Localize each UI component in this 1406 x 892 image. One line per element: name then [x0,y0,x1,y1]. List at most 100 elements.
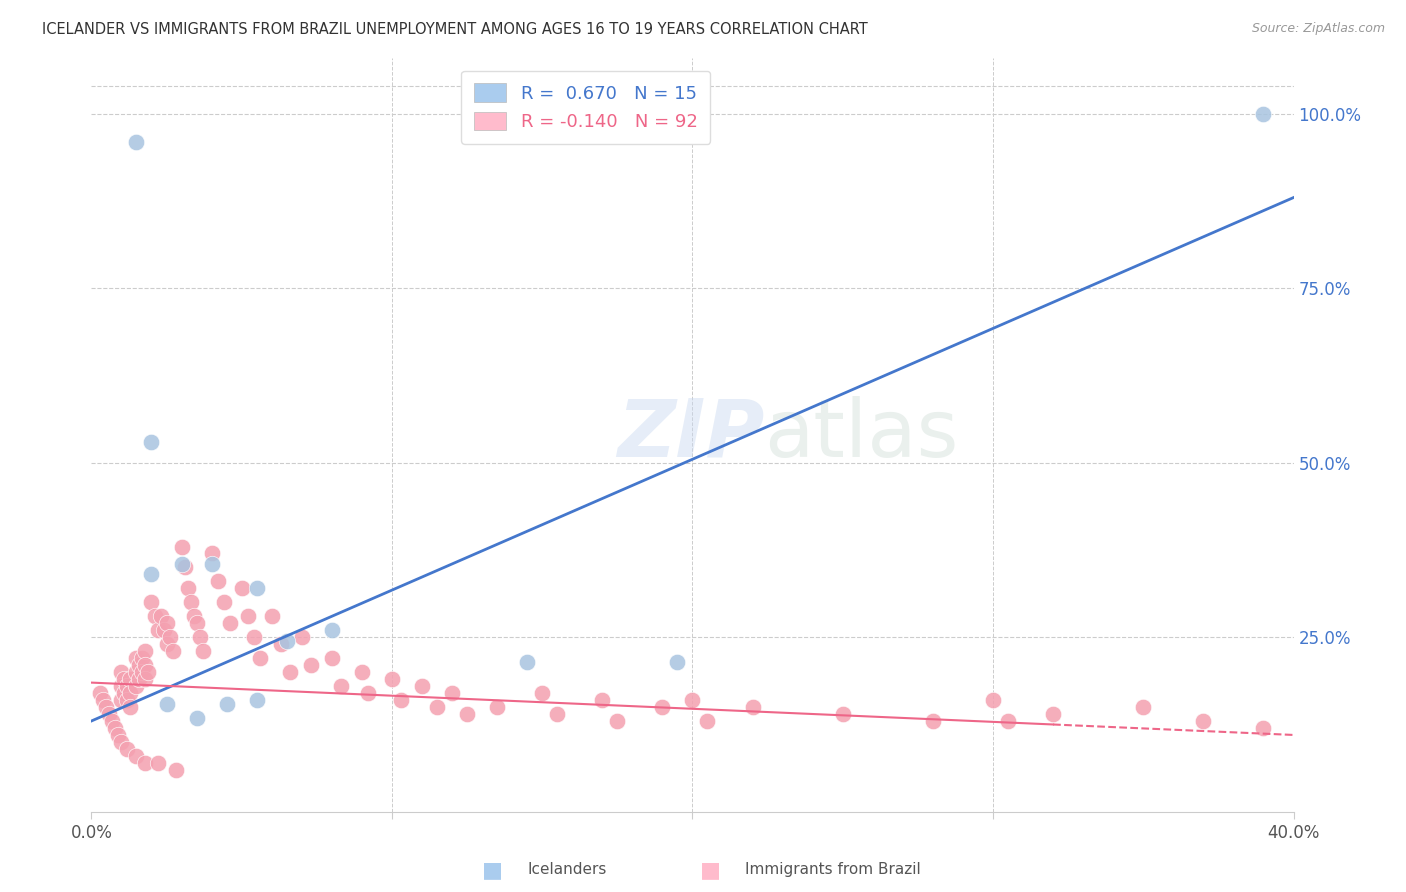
Text: ■: ■ [700,860,720,880]
Point [357,686,380,700]
Point [207,574,229,589]
Text: Source: ZipAtlas.com: Source: ZipAtlas.com [1251,22,1385,36]
Point [93,693,115,707]
Point [546,706,568,721]
Point [125,135,148,149]
Point [922,714,945,728]
Point [125,651,148,665]
Text: Immigrants from Brazil: Immigrants from Brazil [745,863,921,877]
Point [201,547,224,561]
Point [146,756,169,770]
Text: ICELANDER VS IMMIGRANTS FROM BRAZIL UNEMPLOYMENT AMONG AGES 16 TO 19 YEARS CORRE: ICELANDER VS IMMIGRANTS FROM BRAZIL UNEM… [42,22,868,37]
Point [107,728,129,742]
Point [321,651,343,665]
Point [666,655,689,669]
Point [98,706,121,721]
Point [606,714,628,728]
Point [236,609,259,624]
Point [426,700,449,714]
Point [246,582,269,596]
Point [186,710,208,724]
Point [110,665,132,680]
Point [155,637,177,651]
Point [246,693,269,707]
Point [299,658,322,673]
Point [165,763,187,777]
Point [134,658,156,673]
Point [141,567,163,582]
Point [997,714,1019,728]
Point [128,658,150,673]
Point [138,665,160,680]
Point [350,665,373,680]
Point [531,686,554,700]
Point [110,679,132,693]
Point [96,700,118,714]
Point [186,616,208,631]
Point [1253,107,1275,121]
Point [831,706,853,721]
Text: Icelanders: Icelanders [527,863,606,877]
Point [120,700,142,714]
Point [114,686,136,700]
Point [128,672,150,686]
Point [146,624,169,638]
Point [260,609,283,624]
Point [117,679,139,693]
Point [176,582,198,596]
Point [741,700,763,714]
Point [291,630,314,644]
Point [170,540,193,554]
Point [152,624,174,638]
Point [134,756,156,770]
Point [1132,700,1154,714]
Legend: R =  0.670   N = 15, R = -0.140   N = 92: R = 0.670 N = 15, R = -0.140 N = 92 [461,70,710,144]
Point [516,655,538,669]
Point [110,693,132,707]
Point [329,679,352,693]
Point [101,714,124,728]
Point [218,616,240,631]
Point [131,651,153,665]
Point [591,693,613,707]
Point [159,630,181,644]
Point [110,735,132,749]
Point [134,672,156,686]
Point [212,595,235,609]
Point [183,609,205,624]
Text: ZIP: ZIP [617,396,765,474]
Text: atlas: atlas [765,396,959,474]
Point [180,595,202,609]
Point [149,609,172,624]
Point [270,637,292,651]
Point [276,633,298,648]
Point [201,557,224,571]
Point [411,679,433,693]
Point [117,693,139,707]
Point [134,644,156,658]
Point [278,665,301,680]
Point [173,560,195,574]
Point [440,686,463,700]
Point [131,665,153,680]
Point [125,665,148,680]
Point [89,686,111,700]
Point [162,644,184,658]
Point [1042,706,1064,721]
Point [155,616,177,631]
Point [141,595,163,609]
Point [120,686,142,700]
Point [681,693,703,707]
Point [696,714,718,728]
Point [215,697,238,711]
Point [191,644,214,658]
Point [120,672,142,686]
Point [114,672,136,686]
Point [141,434,163,449]
Point [188,630,211,644]
Text: ■: ■ [482,860,502,880]
Point [125,748,148,763]
Point [104,721,127,735]
Point [486,700,509,714]
Point [1253,721,1275,735]
